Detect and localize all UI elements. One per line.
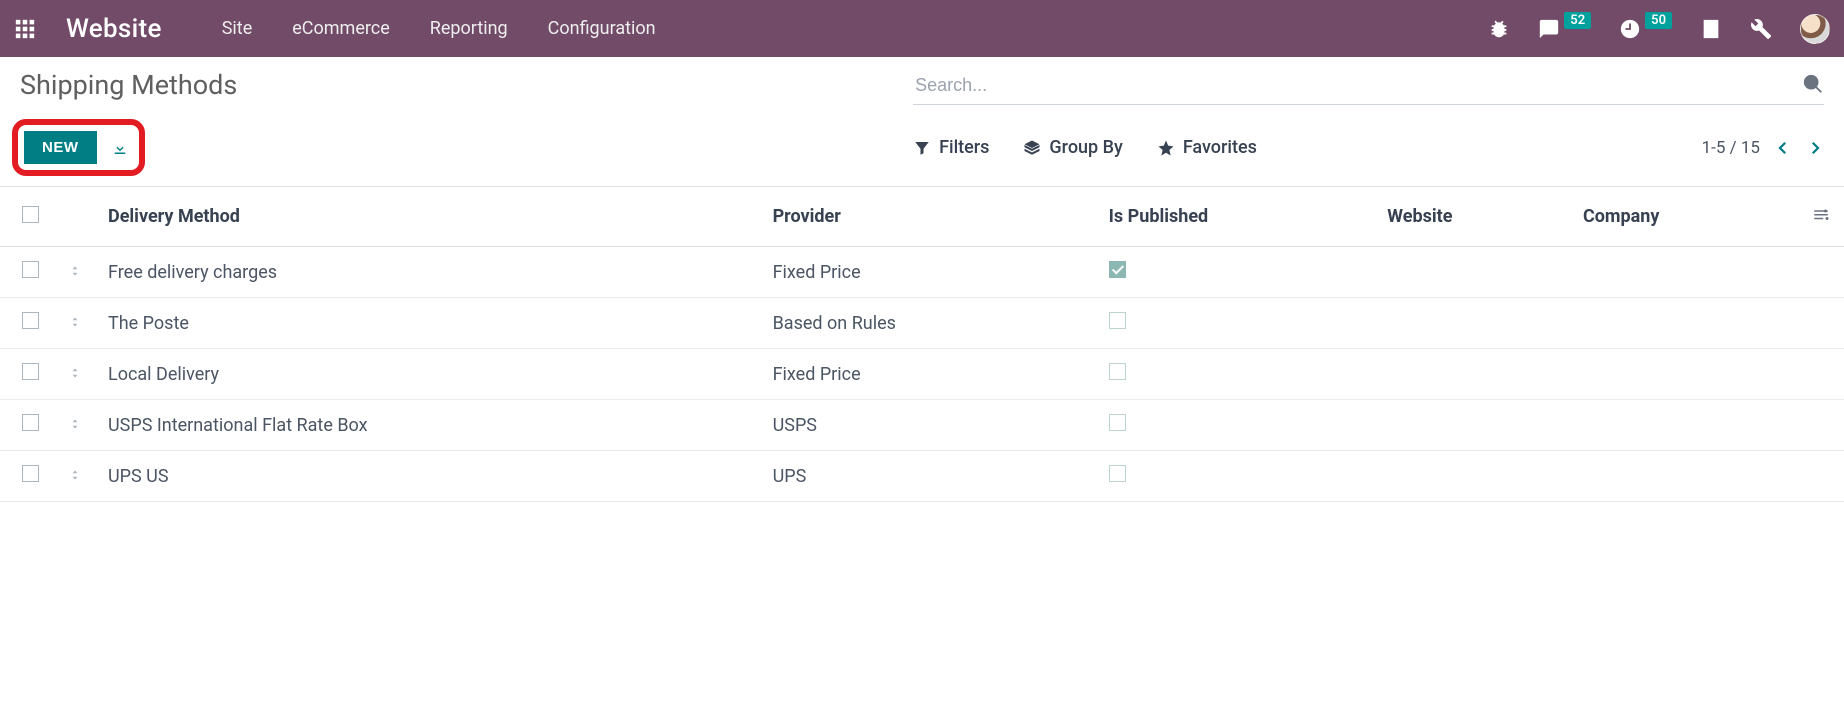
app-brand[interactable]: Website — [66, 14, 162, 44]
published-checkbox[interactable] — [1109, 414, 1126, 431]
menu-ecommerce[interactable]: eCommerce — [292, 18, 390, 39]
favorites-button[interactable]: Favorites — [1157, 137, 1257, 158]
search-input[interactable] — [913, 69, 1824, 105]
cell-provider: Fixed Price — [765, 247, 1101, 298]
published-checkbox[interactable] — [1109, 465, 1126, 482]
cell-website — [1379, 247, 1575, 298]
cell-company — [1575, 247, 1798, 298]
apps-icon[interactable] — [14, 18, 36, 40]
import-icon[interactable] — [111, 139, 129, 157]
debug-icon[interactable] — [1488, 18, 1510, 40]
col-website[interactable]: Website — [1379, 187, 1575, 247]
drag-handle-icon[interactable] — [68, 417, 82, 431]
groupby-button[interactable]: Group By — [1023, 137, 1122, 158]
published-checkbox[interactable] — [1109, 363, 1126, 380]
menu-configuration[interactable]: Configuration — [548, 18, 656, 39]
top-navbar: Website Site eCommerce Reporting Configu… — [0, 0, 1844, 57]
messages-icon[interactable]: 52 — [1538, 18, 1591, 40]
page-title: Shipping Methods — [20, 69, 913, 101]
drag-handle-icon[interactable] — [68, 315, 82, 329]
select-all-checkbox[interactable] — [22, 206, 39, 223]
main-menu: Site eCommerce Reporting Configuration — [222, 18, 656, 39]
cell-provider: UPS — [765, 451, 1101, 502]
user-avatar[interactable] — [1800, 14, 1830, 44]
cell-method: The Poste — [100, 298, 765, 349]
shipping-methods-table: Delivery Method Provider Is Published We… — [0, 187, 1844, 502]
table-row[interactable]: Local Delivery Fixed Price — [0, 349, 1844, 400]
col-delivery-method[interactable]: Delivery Method — [100, 187, 765, 247]
cell-method: USPS International Flat Rate Box — [100, 400, 765, 451]
highlight-annotation: NEW — [12, 119, 145, 176]
cell-website — [1379, 451, 1575, 502]
cell-method: Free delivery charges — [100, 247, 765, 298]
control-panel: Shipping Methods NEW Filters Grou — [0, 57, 1844, 187]
table-row[interactable]: Free delivery charges Fixed Price — [0, 247, 1844, 298]
table-row[interactable]: The Poste Based on Rules — [0, 298, 1844, 349]
cell-company — [1575, 349, 1798, 400]
cell-website — [1379, 349, 1575, 400]
drag-handle-icon[interactable] — [68, 366, 82, 380]
avatar-image — [1800, 14, 1830, 44]
cell-provider: Fixed Price — [765, 349, 1101, 400]
cell-company — [1575, 298, 1798, 349]
row-checkbox[interactable] — [22, 261, 39, 278]
pager-next[interactable] — [1806, 139, 1824, 157]
menu-reporting[interactable]: Reporting — [430, 18, 508, 39]
col-is-published[interactable]: Is Published — [1101, 187, 1380, 247]
table-row[interactable]: UPS US UPS — [0, 451, 1844, 502]
activities-badge: 50 — [1645, 12, 1672, 29]
cell-method: Local Delivery — [100, 349, 765, 400]
published-checkbox[interactable] — [1109, 312, 1126, 329]
cell-website — [1379, 298, 1575, 349]
activities-icon[interactable]: 50 — [1619, 18, 1672, 40]
search-icon[interactable] — [1802, 73, 1824, 99]
favorites-label: Favorites — [1183, 137, 1257, 158]
cell-published — [1101, 298, 1380, 349]
navbar-left: Website Site eCommerce Reporting Configu… — [14, 14, 656, 44]
pager: 1-5 / 15 — [1702, 138, 1824, 158]
groupby-label: Group By — [1049, 137, 1122, 158]
cell-published — [1101, 349, 1380, 400]
drag-handle-icon[interactable] — [68, 264, 82, 278]
row-checkbox[interactable] — [22, 465, 39, 482]
filters-button[interactable]: Filters — [913, 137, 989, 158]
cell-company — [1575, 451, 1798, 502]
cell-website — [1379, 400, 1575, 451]
filters-label: Filters — [939, 137, 989, 158]
cell-provider: Based on Rules — [765, 298, 1101, 349]
cell-provider: USPS — [765, 400, 1101, 451]
star-icon — [1157, 139, 1175, 157]
pager-prev[interactable] — [1774, 139, 1792, 157]
messages-badge: 52 — [1564, 12, 1591, 29]
row-checkbox[interactable] — [22, 363, 39, 380]
layers-icon — [1023, 139, 1041, 157]
table-row[interactable]: USPS International Flat Rate Box USPS — [0, 400, 1844, 451]
col-company[interactable]: Company — [1575, 187, 1798, 247]
published-checkbox[interactable] — [1109, 261, 1126, 278]
pager-text: 1-5 / 15 — [1702, 138, 1760, 158]
optional-columns-icon[interactable] — [1812, 207, 1830, 228]
drag-handle-icon[interactable] — [68, 468, 82, 482]
cell-published — [1101, 247, 1380, 298]
filter-icon — [913, 139, 931, 157]
company-icon[interactable] — [1700, 18, 1722, 40]
tools-icon[interactable] — [1750, 18, 1772, 40]
cell-company — [1575, 400, 1798, 451]
new-button[interactable]: NEW — [24, 131, 97, 164]
search-area — [913, 69, 1824, 105]
row-checkbox[interactable] — [22, 312, 39, 329]
cell-method: UPS US — [100, 451, 765, 502]
cell-published — [1101, 451, 1380, 502]
navbar-right: 52 50 — [1488, 14, 1830, 44]
row-checkbox[interactable] — [22, 414, 39, 431]
menu-site[interactable]: Site — [222, 18, 253, 39]
cell-published — [1101, 400, 1380, 451]
col-provider[interactable]: Provider — [765, 187, 1101, 247]
